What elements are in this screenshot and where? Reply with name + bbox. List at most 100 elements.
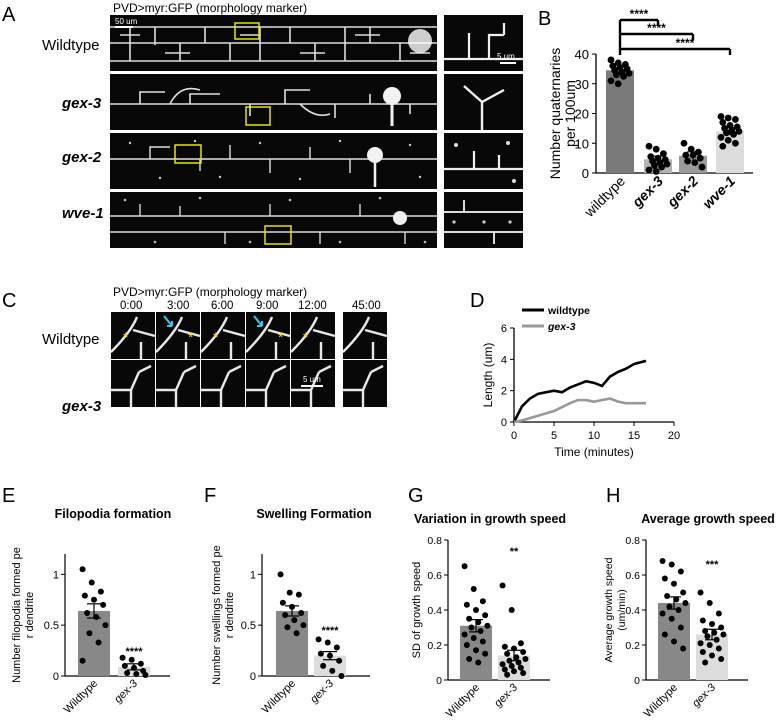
panel-a-header: PVD>myr:GFP (morphology marker) [113,1,308,15]
timelapse-frame: * [246,312,290,359]
y-tick-label: 40 [575,47,589,62]
panel-letter-e: E [2,485,16,507]
x-tick-label: 20 [668,430,680,442]
data-point [461,631,468,638]
time-label-2: 6:00 [211,300,234,312]
c-row-label-gex3: gex-3 [62,398,102,415]
data-point [715,610,722,617]
data-point [735,127,743,135]
data-point [124,669,131,676]
y-tick-label: 0.2 [625,640,640,652]
category-label: Wildtype [62,678,100,716]
y-tick-label: 0 [582,166,589,181]
data-point [673,596,680,603]
data-point [659,610,666,617]
x-tick-label: 5 [551,430,557,442]
chart-e: 0 0.5 1 Filopodia formation Number filopodia… [11,507,171,716]
data-point [664,593,671,599]
data-point [466,656,473,662]
data-point [484,622,491,629]
data-point [666,603,673,610]
yellow-star-icon: * [303,329,309,345]
category-label: Wildtype [260,678,298,716]
data-point [482,612,489,619]
data-point [475,659,482,666]
time-label-0: 0:00 [120,300,143,312]
data-point [699,649,706,655]
data-point [696,154,704,162]
data-point [475,619,482,626]
data-point [682,151,690,159]
data-point [477,628,484,634]
data-point [501,666,508,673]
data-point [704,633,711,640]
data-point [718,624,725,631]
x-tick-label: 15 [628,430,640,442]
data-point [697,589,704,596]
data-point [286,589,293,596]
legend-label: wildtype [547,305,590,317]
data-point [513,654,520,661]
data-point [658,163,665,171]
data-point [645,166,653,174]
significance-label: ** [510,546,519,558]
category-label: wve-1 [699,173,738,212]
y-tick-label: 0.6 [625,570,640,582]
y-axis-label: Number swellings formed pe [211,545,223,684]
timelapse-frame: * [111,312,155,359]
data-point [711,629,718,636]
data-point [479,638,486,645]
c-scale-bar-label: 5 um [303,375,321,384]
yellow-star-icon: * [123,329,129,345]
data-point [645,142,653,150]
data-point [732,116,739,123]
time-label-4: 12:00 [298,300,327,312]
data-point [675,607,682,613]
series-line [513,397,646,424]
y-axis-label: Number filopodia formed pe [11,547,23,683]
micrograph-gex2 [110,133,437,189]
data-point [499,661,506,668]
y-tick-label: 20 [575,107,589,122]
legend-label: gex-3 [547,321,576,333]
inset-gex3 [444,74,523,130]
data-point [121,662,128,669]
data-point [687,145,695,153]
data-point [482,650,489,657]
data-point [702,659,709,666]
data-point [79,566,86,573]
y-tick-label: 0.5 [241,620,256,632]
data-point [336,657,343,664]
y-tick-label: 0.8 [427,535,442,547]
data-point [102,622,109,629]
inset-gex2 [444,133,523,189]
significance-label: **** [676,36,695,50]
data-point [709,621,715,627]
data-point [668,615,675,622]
micrograph-wildtype: 50 um [110,15,437,71]
row-label-wildtype: Wildtype [42,37,100,54]
data-point [613,71,620,79]
data-point [663,160,671,168]
bar [606,70,634,173]
data-point [706,600,713,606]
data-point [677,624,684,631]
data-point [719,142,727,150]
data-point [470,586,477,592]
data-point [338,673,345,679]
data-point [677,568,684,575]
data-point [684,157,691,165]
data-point [660,150,667,158]
chart-title: Swelling Formation [256,507,371,521]
x-tick-label: 10 [588,430,600,442]
timelapse-frame [343,360,387,407]
cyan-arrow-icon [253,315,263,327]
panel-letter-b: B [538,8,552,30]
significance-label: *** [706,559,720,571]
data-point [607,56,615,64]
y-axis-label: per 100um [562,80,578,147]
y-axis-label: Number quaternaries [548,48,563,180]
data-point [119,654,126,661]
data-point [501,643,508,650]
panel-letter-d: D [470,290,485,312]
